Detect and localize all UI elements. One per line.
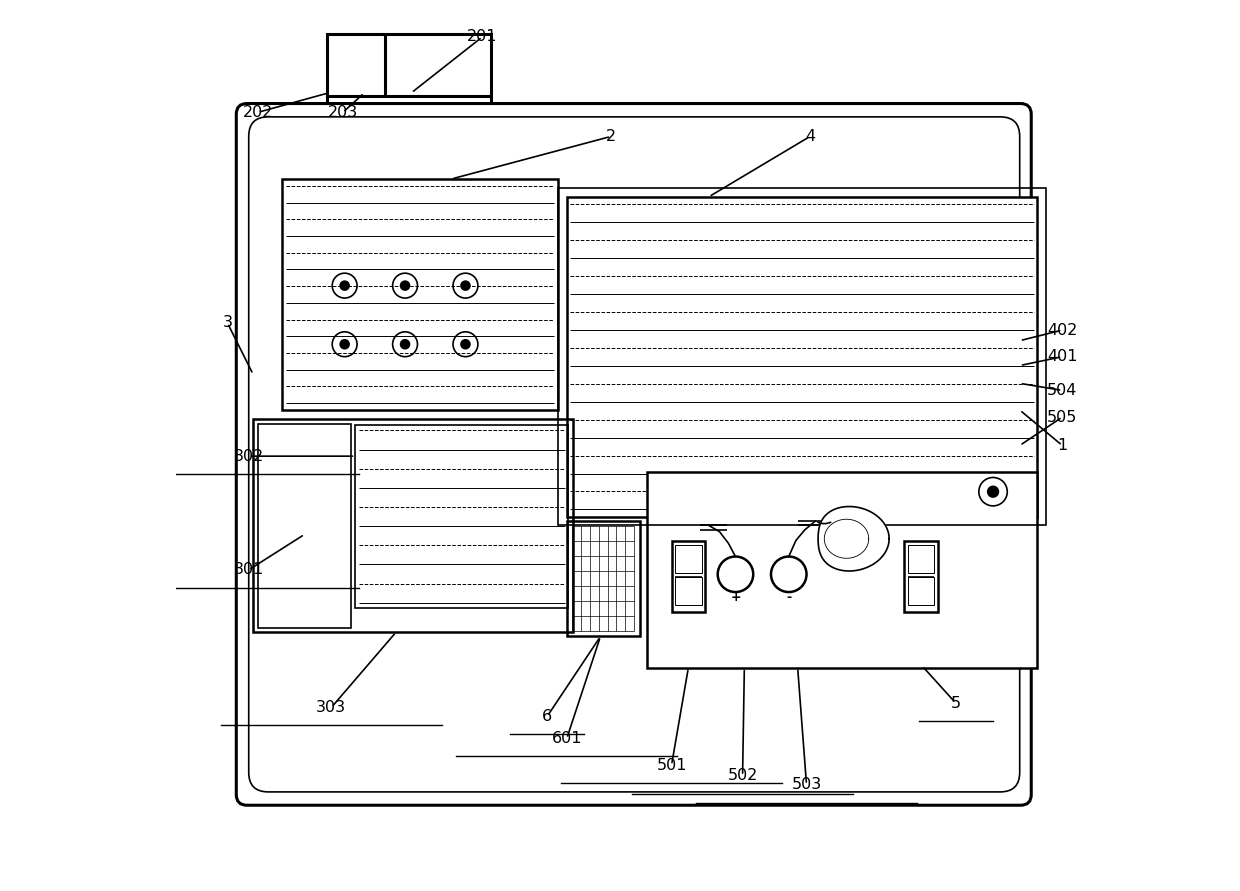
Text: 601: 601	[552, 732, 582, 746]
Circle shape	[461, 339, 470, 348]
Text: +: +	[730, 591, 740, 604]
Bar	[672, 542, 706, 612]
Bar	[908, 545, 935, 574]
Bar	[258, 424, 351, 627]
Text: 202: 202	[242, 105, 273, 120]
Text: 4: 4	[805, 129, 815, 144]
Text: 402: 402	[1047, 323, 1078, 338]
Bar	[327, 34, 491, 96]
Bar	[646, 472, 1038, 667]
Bar	[253, 419, 573, 632]
Text: 203: 203	[327, 105, 358, 120]
Text: 503: 503	[791, 777, 822, 792]
Text: 303: 303	[316, 700, 346, 715]
Bar	[675, 545, 702, 574]
Text: 502: 502	[728, 768, 758, 783]
Circle shape	[461, 282, 470, 290]
Circle shape	[340, 339, 350, 348]
Bar	[567, 521, 640, 636]
Text: 5: 5	[951, 696, 961, 711]
Circle shape	[988, 486, 998, 497]
Bar	[356, 425, 568, 608]
Bar	[283, 179, 558, 410]
Text: 505: 505	[1047, 410, 1078, 425]
Text: 302: 302	[233, 449, 264, 463]
Bar	[558, 188, 1047, 526]
Bar	[908, 577, 935, 605]
Bar	[567, 197, 1038, 517]
Text: 301: 301	[233, 562, 264, 577]
Text: 504: 504	[1047, 383, 1078, 398]
Text: -: -	[786, 591, 791, 604]
Circle shape	[401, 339, 409, 348]
Text: 3: 3	[222, 315, 232, 331]
Text: 201: 201	[467, 29, 497, 45]
Text: 501: 501	[656, 757, 687, 772]
Text: 6: 6	[542, 709, 552, 723]
Bar	[904, 542, 937, 612]
Bar	[675, 577, 702, 605]
Circle shape	[340, 282, 350, 290]
Polygon shape	[818, 506, 889, 571]
Circle shape	[401, 282, 409, 290]
Text: 401: 401	[1047, 349, 1078, 364]
Text: 2: 2	[606, 129, 616, 144]
Text: 1: 1	[1058, 438, 1068, 453]
